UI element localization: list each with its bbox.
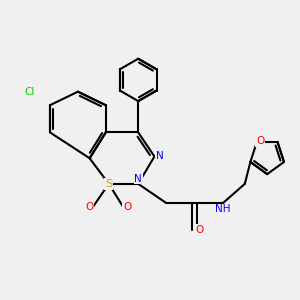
- Text: Cl: Cl: [25, 87, 35, 97]
- Text: O: O: [85, 202, 93, 212]
- Text: N: N: [134, 174, 142, 184]
- Text: S: S: [105, 179, 112, 189]
- Text: O: O: [195, 225, 204, 235]
- Text: O: O: [256, 136, 265, 146]
- Text: N: N: [156, 152, 164, 161]
- Text: NH: NH: [215, 205, 231, 214]
- Text: O: O: [123, 202, 131, 212]
